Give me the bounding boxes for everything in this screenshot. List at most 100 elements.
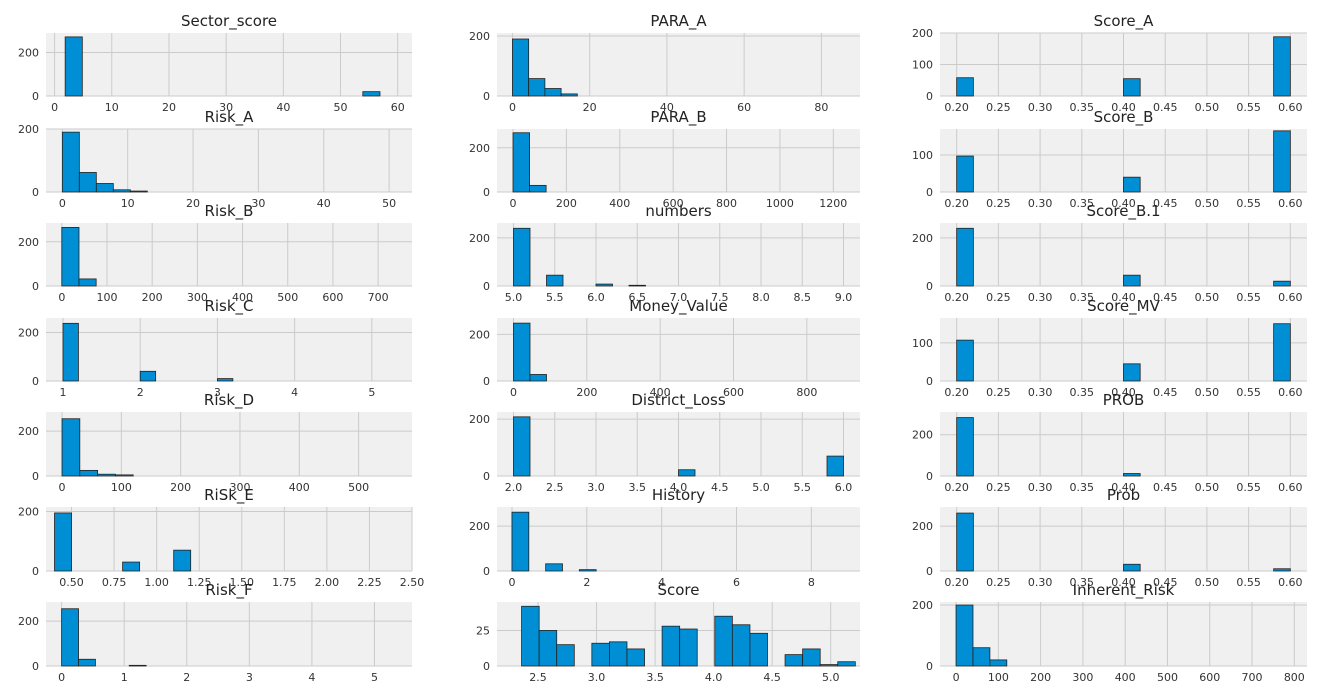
x-tick-label: 0.50 [1195,576,1220,589]
subplot-16: 0 2 4 6 8 0 200 History [469,486,860,589]
subplot-title: Risk_A [205,108,255,127]
histogram-bar [1123,78,1141,97]
x-tick-label: 8.5 [794,291,812,304]
x-tick-label: 0.35 [1070,576,1095,589]
y-tick-label: 0 [483,565,490,578]
histogram-bar [115,474,134,477]
x-tick-label: 0.25 [986,197,1011,210]
histogram-bar [956,77,974,97]
x-tick-label: 1 [59,386,66,399]
y-tick-label: 200 [469,520,490,533]
x-tick-label: 30 [251,197,265,210]
x-tick-label: 0.45 [1153,576,1178,589]
x-tick-label: 3 [214,386,221,399]
y-tick-label: 200 [912,232,933,245]
subplot-14: 0.20 0.25 0.30 0.35 0.40 0.45 0.50 0.55 0.60 0 200… [912,391,1307,494]
x-tick-label: 5.0 [822,671,840,684]
x-tick-label: 3.0 [588,671,606,684]
histogram-bar [714,615,733,667]
x-tick-label: 400 [232,291,253,304]
x-tick-label: 400 [289,481,310,494]
x-tick-label: 0.20 [944,481,969,494]
x-tick-label: 0 [509,101,516,114]
y-tick-label: 0 [483,660,490,673]
x-tick-label: 0.25 [986,386,1011,399]
x-tick-label: 0.45 [1153,386,1178,399]
x-tick-label: 3.5 [629,481,647,494]
x-tick-label: 0.60 [1278,481,1303,494]
x-tick-label: 0 [953,671,960,684]
subplot-title: RiSk_E [204,486,254,505]
histogram-bar [173,549,192,572]
y-tick-label: 100 [912,337,933,350]
y-tick-label: 25 [476,624,490,637]
histogram-bar [362,91,381,97]
subplot-title: numbers [645,202,712,220]
x-tick-label: 0 [508,576,515,589]
histogram-bar [544,88,562,97]
histogram-bar [61,227,80,287]
subplot-8: 0.20 0.25 0.30 0.35 0.40 0.45 0.50 0.55 0.60 0 200… [912,202,1307,304]
y-tick-label: 200 [18,236,39,249]
x-tick-label: 4.5 [711,481,729,494]
x-tick-label: 2 [183,671,190,684]
x-tick-label: 0.30 [1028,291,1053,304]
y-tick-label: 200 [18,425,39,438]
subplot-20: 0 100 200 300 400 500 600 700 800 0 200 Inherent_Ri… [912,581,1307,684]
y-tick-label: 200 [912,27,933,40]
subplot-title: Score_A [1094,12,1155,31]
y-tick-label: 200 [912,599,933,612]
subplot-19: 2.5 3.0 3.5 4.0 4.5 5.0 0 25 Score [476,581,860,684]
x-tick-label: 3 [246,671,253,684]
x-tick-label: 2.5 [546,481,564,494]
x-tick-label: 2.0 [505,481,523,494]
y-tick-label: 200 [469,142,490,155]
x-tick-label: 0 [58,671,65,684]
histogram-bar [139,370,157,382]
x-tick-label: 80 [814,101,828,114]
x-tick-label: 0.25 [986,576,1011,589]
histogram-bar [955,604,974,667]
x-tick-label: 0.30 [1028,386,1053,399]
plot-area [46,33,412,96]
histogram-bar [1273,323,1291,382]
histogram-bar [989,659,1008,667]
histogram-bar [546,274,564,287]
y-tick-label: 0 [926,565,933,578]
subplot-title: Score_B [1094,108,1154,127]
subplot-0: 0 10 20 30 40 50 60 0 200 Sector_score [18,12,412,114]
x-tick-label: 800 [796,386,817,399]
histogram-bar [749,632,768,667]
x-tick-label: 0.60 [1278,101,1303,114]
histogram-bar [513,227,531,287]
x-tick-label: 5.5 [794,481,812,494]
histogram-bar [521,605,540,667]
plot-area [497,33,860,96]
x-tick-label: 4 [291,386,298,399]
histogram-bar [556,644,575,667]
histogram-bar [1273,130,1291,193]
y-tick-label: 0 [32,186,39,199]
x-tick-label: 1 [121,671,128,684]
histogram-bar [78,658,96,667]
histogram-bar [217,378,234,382]
x-tick-label: 500 [348,481,369,494]
x-tick-label: 4.0 [670,481,688,494]
x-tick-label: 500 [1157,671,1178,684]
plot-area [497,129,860,192]
histogram-bar [545,563,563,572]
x-tick-label: 20 [583,101,597,114]
subplot-18: 0 1 2 3 4 5 0 200 Risk_F [18,581,412,684]
subplot-1: 0 20 40 60 80 0 200 PARA_A [469,12,860,114]
x-tick-label: 2.25 [357,576,382,589]
plot-area [497,507,860,571]
x-tick-label: 0.20 [944,386,969,399]
histogram-bar [513,322,531,382]
x-tick-label: 200 [142,291,163,304]
subplot-2: 0.20 0.25 0.30 0.35 0.40 0.45 0.50 0.55 0.60 0 100… [912,12,1307,114]
histogram-bar [1123,274,1141,287]
x-tick-label: 0.60 [1278,197,1303,210]
subplot-title: History [652,486,705,504]
x-tick-label: 300 [1072,671,1093,684]
